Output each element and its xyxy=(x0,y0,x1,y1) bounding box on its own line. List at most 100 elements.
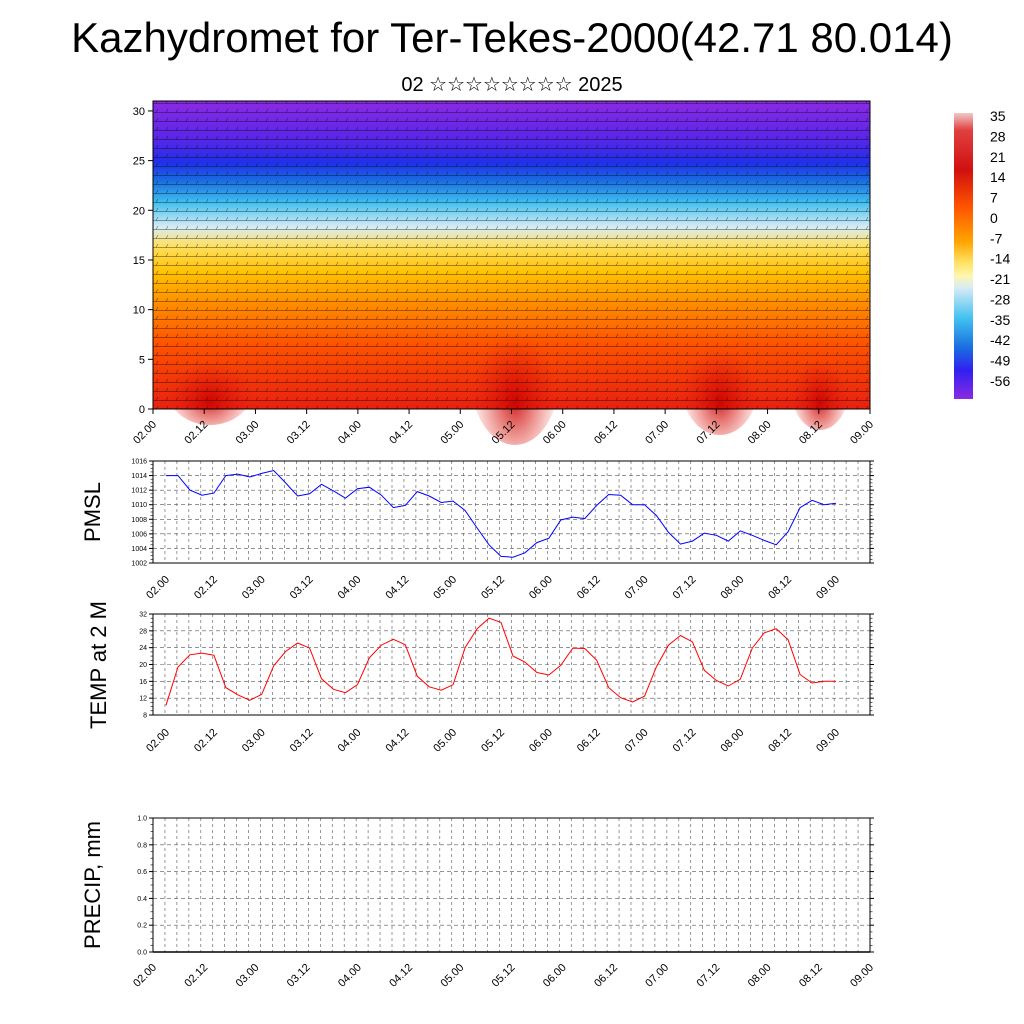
y-tick-label: 16 xyxy=(139,679,147,686)
heatmap-x-tick-label: 05.00 xyxy=(438,419,466,447)
heatmap-y-axis: 0 5 10 15 20 25 30 xyxy=(133,106,153,416)
x-tick-label: 08.00 xyxy=(746,962,774,990)
temp-line xyxy=(165,617,836,706)
y-tick-label: 28 xyxy=(139,628,147,635)
precip-panel: 1.0 0.8 0.6 0.4 0.2 0.0 02.00 02.12 03.00 03.12 04… xyxy=(131,816,876,990)
x-tick-label: 05.12 xyxy=(479,727,507,755)
x-tick-label: 07.12 xyxy=(695,962,723,990)
heatmap-y-tick-label: 10 xyxy=(133,305,145,317)
colorbar-label: -49 xyxy=(990,353,1010,369)
y-tick-label: 1012 xyxy=(131,488,147,495)
colorbar-label: 14 xyxy=(990,169,1006,185)
y-tick-label: 1006 xyxy=(131,531,147,538)
x-tick-label: 06.00 xyxy=(527,574,555,602)
x-tick-label: 08.12 xyxy=(797,962,825,990)
y-tick-label: 1004 xyxy=(131,546,147,553)
colorbar-label: -14 xyxy=(990,251,1010,267)
x-tick-label: 06.12 xyxy=(592,962,620,990)
x-tick-label: 02.12 xyxy=(192,727,220,755)
x-tick-label: 07.00 xyxy=(623,727,651,755)
colorbar-strip xyxy=(954,113,973,399)
x-tick-label: 09.00 xyxy=(848,962,876,990)
heatmap-y-tick-label: 0 xyxy=(139,404,145,416)
colorbar-label: 21 xyxy=(990,149,1006,165)
temp-axis-label: TEMP at 2 M xyxy=(86,601,111,729)
heatmap-x-tick-label: 07.00 xyxy=(643,419,671,447)
x-tick-label: 04.00 xyxy=(336,727,364,755)
heatmap-y-tick-label: 30 xyxy=(133,106,145,118)
heatmap-y-tick-label: 20 xyxy=(133,205,145,217)
x-tick-label: 02.00 xyxy=(144,574,172,602)
precip-axis-label: PRECIP, mm xyxy=(80,821,105,949)
heatmap-x-tick-label: 03.00 xyxy=(234,419,262,447)
colorbar: 35 28 21 14 7 0 -7 -14 -21 -28 -35 -42 -49 -56 xyxy=(954,108,1010,399)
chart-subtitle: 02 ☆☆☆☆☆☆☆☆ 2025 xyxy=(401,74,623,96)
heatmap-y-tick-label: 25 xyxy=(133,156,145,168)
x-tick-label: 02.00 xyxy=(131,962,159,990)
panel-frame xyxy=(152,613,871,716)
x-tick-label: 07.00 xyxy=(643,962,671,990)
y-tick-label: 1010 xyxy=(131,502,147,509)
heatmap-x-tick-label: 08.00 xyxy=(746,419,774,447)
x-tick-label: 05.00 xyxy=(438,962,466,990)
x-tick-label: 05.00 xyxy=(431,727,459,755)
colorbar-label: -42 xyxy=(990,332,1010,348)
x-tick-label: 08.12 xyxy=(766,574,794,602)
x-tick-label: 04.12 xyxy=(383,574,411,602)
colorbar-label: 0 xyxy=(990,210,998,226)
x-tick-label: 04.12 xyxy=(387,962,415,990)
x-tick-label: 03.00 xyxy=(234,962,262,990)
heatmap-y-tick-label: 15 xyxy=(133,255,145,267)
colorbar-label: -7 xyxy=(990,230,1003,246)
x-tick-label: 06.12 xyxy=(575,574,603,602)
x-tick-label: 04.00 xyxy=(336,574,364,602)
x-tick-label: 08.12 xyxy=(766,727,794,755)
x-tick-label: 02.00 xyxy=(144,727,172,755)
x-tick-label: 02.12 xyxy=(192,574,220,602)
panel-frame xyxy=(152,460,871,564)
heatmap-x-tick-label: 04.12 xyxy=(387,419,415,447)
colorbar-label: -28 xyxy=(990,291,1010,307)
y-tick-label: 1014 xyxy=(131,473,147,480)
y-tick-label: 8 xyxy=(143,713,147,720)
x-tick-label: 08.00 xyxy=(718,727,746,755)
x-tick-label: 09.00 xyxy=(814,727,842,755)
x-tick-label: 07.00 xyxy=(623,574,651,602)
y-tick-label: 0.6 xyxy=(137,869,147,876)
pmsl-axis-label: PMSL xyxy=(80,482,105,542)
heatmap-x-tick-label: 09.00 xyxy=(848,419,876,447)
y-tick-label: 1.0 xyxy=(137,816,147,823)
x-tick-label: 05.12 xyxy=(490,962,518,990)
pmsl-panel: 1016 1014 1012 1010 1008 1006 1004 1002 02.00 02.… xyxy=(131,459,874,602)
wind-barbs-layer xyxy=(153,101,870,409)
heatmap-x-tick-label: 02.00 xyxy=(131,419,159,447)
heatmap-x-tick-label: 06.12 xyxy=(592,419,620,447)
x-tick-label: 05.00 xyxy=(431,574,459,602)
x-tick-label: 06.00 xyxy=(527,727,555,755)
pmsl-line xyxy=(166,469,837,558)
x-tick-label: 04.12 xyxy=(383,727,411,755)
y-tick-label: 0.4 xyxy=(137,896,147,903)
x-tick-label: 03.12 xyxy=(288,574,316,602)
y-tick-label: 1008 xyxy=(131,517,147,524)
x-tick-label: 04.00 xyxy=(336,962,364,990)
y-tick-label: 0.0 xyxy=(137,950,147,957)
x-tick-label: 06.12 xyxy=(575,727,603,755)
chart-title: Kazhydromet for Ter-Tekes-2000(42.71 80.… xyxy=(71,14,953,61)
x-tick-label: 05.12 xyxy=(479,574,507,602)
x-tick-label: 09.00 xyxy=(814,574,842,602)
temp-panel: 32 28 24 20 16 12 8 02.00 02.12 03.00 03.12 04.00 04… xyxy=(139,612,874,755)
colorbar-label: 7 xyxy=(990,190,998,206)
heatmap-x-tick-label: 04.00 xyxy=(336,419,364,447)
heatmap-y-tick-label: 5 xyxy=(139,354,145,366)
y-tick-label: 20 xyxy=(139,662,147,669)
x-tick-label: 08.00 xyxy=(718,574,746,602)
colorbar-labels: 35 28 21 14 7 0 -7 -14 -21 -28 -35 -42 -49 -56 xyxy=(990,108,1010,389)
x-tick-label: 07.12 xyxy=(671,727,699,755)
y-tick-label: 32 xyxy=(139,612,147,619)
colorbar-label: -21 xyxy=(990,271,1010,287)
y-tick-label: 1002 xyxy=(131,561,147,568)
x-tick-label: 02.12 xyxy=(182,962,210,990)
